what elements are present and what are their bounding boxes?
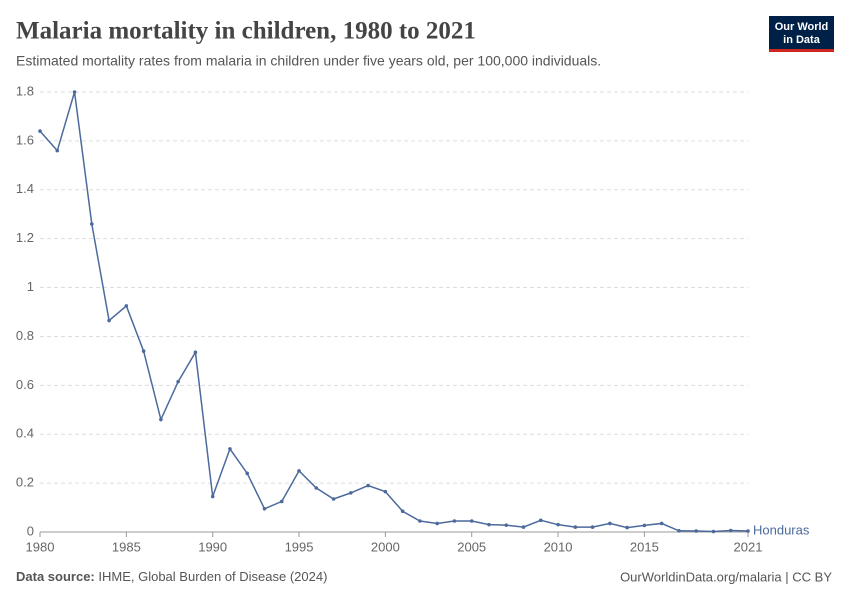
line	[39, 91, 749, 533]
point	[107, 318, 111, 323]
point	[124, 304, 129, 308]
point	[625, 525, 629, 530]
x-tick-label: 1980	[26, 539, 55, 554]
logo-text: Our World	[775, 21, 829, 33]
point	[728, 528, 733, 533]
point	[176, 379, 180, 384]
point	[297, 469, 301, 473]
x-tick-label: 2021	[734, 539, 763, 554]
point	[55, 148, 60, 153]
legend-label: Honduras	[753, 522, 810, 537]
source: IHME, Global Burden of Disease (2024)	[98, 569, 327, 584]
point	[608, 521, 612, 526]
point	[521, 525, 526, 529]
x-tick-label: 1985	[112, 539, 141, 554]
source-label: Data source:	[16, 569, 95, 584]
point	[349, 491, 353, 495]
point	[538, 518, 543, 523]
point	[469, 519, 474, 523]
point	[159, 417, 163, 422]
y-tick-label: 0	[27, 523, 34, 538]
logo[interactable]: Our World in Data	[769, 16, 834, 52]
point	[556, 522, 560, 527]
point	[573, 525, 578, 529]
y-tick-label: 0.4	[16, 426, 34, 441]
point	[38, 129, 42, 133]
point	[262, 506, 267, 511]
point	[90, 222, 94, 226]
point	[677, 528, 681, 533]
y-tick-label: 1.6	[16, 132, 34, 147]
y-tick-label: 1.2	[16, 230, 34, 245]
logo-box	[769, 16, 834, 52]
y-tick-label: 1.4	[16, 181, 34, 196]
point	[383, 489, 388, 494]
point	[228, 447, 232, 451]
plot: 0 0.2 0.4 0.6 0.8 1 1.2 1.4 1.6 1.8 1980 1985 1990 19…	[16, 83, 810, 554]
chart-title: Malaria mortality in children, 1980 to 2…	[16, 18, 476, 45]
point	[314, 486, 319, 490]
point	[487, 522, 491, 527]
logo-bar	[769, 49, 834, 52]
point	[279, 499, 284, 504]
chart-subtitle: Estimated mortality rates from malaria i…	[16, 53, 601, 69]
point	[659, 521, 664, 526]
point	[642, 523, 647, 528]
x-tick-label: 2010	[544, 539, 573, 554]
y-tick-label: 0.8	[16, 328, 34, 343]
logo-text: in Data	[783, 34, 821, 46]
point	[711, 529, 716, 534]
point	[418, 519, 422, 523]
point	[435, 521, 439, 526]
x-tick-label: 1990	[198, 539, 227, 554]
point	[746, 529, 750, 533]
footer-source: Data source: IHME, Global Burden of Dise…	[16, 569, 327, 584]
point	[72, 90, 77, 94]
y-tick-label: 1.8	[16, 83, 34, 98]
point	[193, 350, 198, 355]
point	[331, 497, 336, 501]
point	[366, 483, 370, 488]
point	[452, 519, 457, 523]
footer-link[interactable]: OurWorldinData.org/malaria | CC BY	[620, 569, 832, 584]
point	[141, 349, 146, 353]
x-tick-label: 1995	[285, 539, 314, 554]
point	[400, 509, 405, 514]
y-tick-label: 0.2	[16, 475, 34, 490]
y-tick-label: 0.6	[16, 377, 34, 392]
x-tick-label: 2015	[630, 539, 659, 554]
point	[694, 529, 698, 533]
x-tick-label: 2000	[371, 539, 400, 554]
x-tick-label: 2005	[457, 539, 486, 554]
point	[504, 523, 509, 527]
point	[590, 525, 595, 529]
point	[245, 471, 250, 476]
point	[210, 494, 215, 499]
y-tick-label: 1	[27, 279, 34, 294]
